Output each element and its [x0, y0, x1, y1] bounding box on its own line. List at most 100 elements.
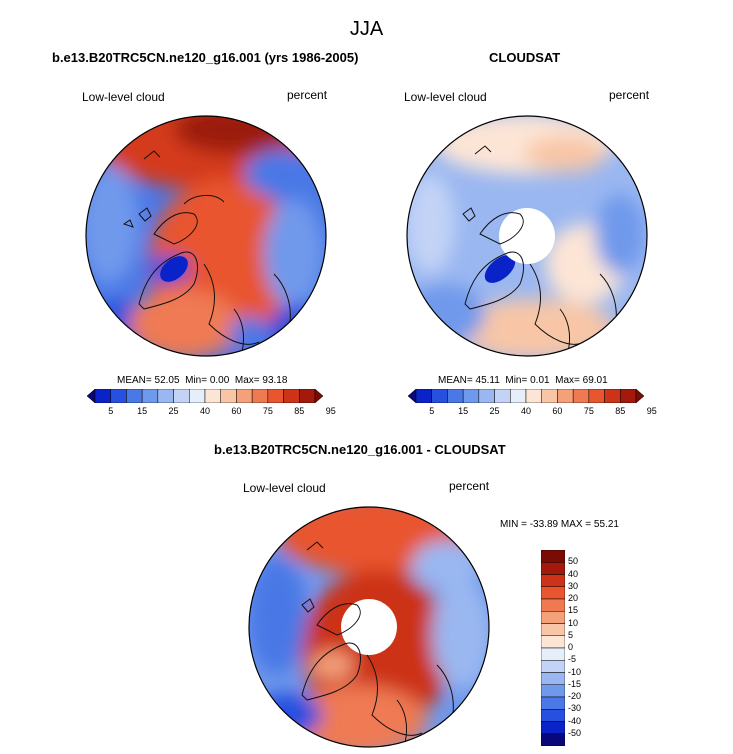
- colorbar-swatch-10: [557, 388, 574, 404]
- panel1-min-value: 0.00: [209, 375, 230, 386]
- colorbar-tick-label: 40: [520, 406, 531, 416]
- colorbar-swatch-4: [540, 598, 566, 612]
- panel2-colorbar-ticks: 5 15 25 40 60 75 85 95: [408, 406, 657, 418]
- colorbar-tick-label: -40: [568, 715, 582, 726]
- colorbar-swatch-0: [540, 549, 566, 563]
- colorbar-swatch-0: [86, 388, 96, 404]
- colorbar-tick-label: 40: [199, 406, 210, 416]
- panel1-stats: MEAN= 52.05 Min= 0.00 Max= 93.18: [117, 375, 287, 386]
- panel1-variable-label: Low-level cloud: [82, 90, 165, 104]
- colorbar-swatch-12: [267, 388, 284, 404]
- colorbar-swatch-8: [525, 388, 542, 404]
- colorbar-tick-label: 0: [568, 642, 574, 652]
- colorbar-swatch-10: [540, 672, 566, 685]
- panel2-max-value: 69.01: [582, 375, 608, 386]
- colorbar-tick-label: -5: [568, 654, 577, 665]
- colorbar-tick-label: 10: [568, 617, 579, 628]
- colorbar-tick-label: 5: [568, 629, 574, 640]
- colorbar-swatch-9: [541, 388, 558, 404]
- colorbar-swatch-12: [588, 388, 605, 404]
- colorbar-swatch-2: [110, 388, 127, 404]
- panel1-polar-map: [85, 115, 327, 357]
- colorbar-swatch-14: [540, 721, 566, 734]
- colorbar-swatch-13: [283, 388, 300, 404]
- colorbar-swatch-7: [189, 388, 206, 404]
- panel2-min-label: Min=: [505, 375, 528, 386]
- colorbar-swatch-6: [494, 388, 511, 404]
- colorbar-tick-label: 85: [294, 406, 305, 416]
- colorbar-tick-label: 95: [646, 406, 657, 416]
- panel2-title: CLOUDSAT: [489, 50, 561, 65]
- colorbar-tick-label: 15: [568, 605, 579, 616]
- colorbar-tick-label: 75: [583, 406, 594, 416]
- colorbar-swatch-5: [540, 611, 566, 624]
- colorbar-swatch-15: [540, 733, 566, 747]
- colorbar-swatch-0: [407, 388, 417, 404]
- panel1-title: b.e13.B20TRC5CN.ne120_g16.001 (yrs 1986-…: [52, 50, 359, 65]
- colorbar-tick-label: 50: [568, 556, 579, 567]
- colorbar-swatch-14: [620, 388, 637, 404]
- panel2-max-label: Max=: [555, 375, 580, 386]
- colorbar-tick-label: 30: [568, 580, 579, 591]
- panel1-colorbar: [86, 388, 324, 404]
- colorbar-swatch-4: [462, 388, 480, 404]
- panel2-mean-value: 45.11: [475, 375, 500, 386]
- panel3-title: b.e13.B20TRC5CN.ne120_g16.001 - CLOUDSAT: [214, 442, 506, 457]
- panel1-min-label: Min=: [185, 375, 208, 386]
- colorbar-swatch-9: [220, 388, 237, 404]
- colorbar-tick-label: -10: [568, 666, 582, 677]
- colorbar-tick-label: 95: [325, 406, 336, 416]
- colorbar-swatch-5: [157, 388, 174, 404]
- colorbar-swatch-1: [94, 388, 111, 404]
- colorbar-swatch-6: [540, 623, 566, 636]
- colorbar-tick-label: 20: [568, 593, 579, 603]
- colorbar-swatch-13: [540, 709, 566, 722]
- panel3-colorbar-ticks: 50 40 30 20 15 10 5 0 -5 -10 -15 -20 -30 -40 -50: [568, 550, 608, 746]
- panel1-mean-label: MEAN=: [117, 375, 152, 386]
- panel1-mean-value: 52.05: [154, 375, 180, 386]
- colorbar-tick-label: 75: [262, 406, 273, 416]
- colorbar-tick-label: 5: [108, 406, 114, 416]
- colorbar-tick-label: 60: [552, 406, 563, 416]
- colorbar-swatch-1: [540, 562, 566, 575]
- colorbar-swatch-3: [126, 388, 143, 404]
- panel1-units-label: percent: [287, 88, 328, 102]
- colorbar-tick-label: 25: [489, 406, 500, 416]
- colorbar-swatch-13: [604, 388, 621, 404]
- panel2-mean-label: MEAN=: [438, 375, 473, 386]
- colorbar-swatch-5: [478, 388, 495, 404]
- colorbar-swatch-6: [173, 388, 190, 404]
- colorbar-swatch-2: [540, 574, 566, 587]
- colorbar-swatch-1: [415, 388, 432, 404]
- colorbar-tick-label: 85: [615, 406, 626, 416]
- panel1-max-value: 93.18: [262, 375, 288, 386]
- colorbar-swatch-11: [251, 388, 269, 404]
- colorbar-tick-label: 40: [568, 568, 579, 579]
- panel3-variable-label: Low-level cloud: [243, 481, 326, 495]
- panel2-variable-label: Low-level cloud: [404, 90, 487, 104]
- panel3-units-label: percent: [449, 479, 490, 493]
- panel2-stats: MEAN= 45.11 Min= 0.01 Max= 69.01: [438, 375, 608, 386]
- colorbar-swatch-7: [540, 635, 566, 649]
- colorbar-tick-label: 25: [168, 406, 179, 416]
- colorbar-tick-label: -50: [568, 727, 582, 738]
- panel2-units-label: percent: [609, 88, 650, 102]
- panel2-polar-map: [406, 115, 648, 357]
- colorbar-tick-label: 5: [429, 406, 435, 416]
- colorbar-tick-label: 15: [137, 406, 148, 416]
- colorbar-tick-label: 15: [458, 406, 469, 416]
- panel3-stats: MIN = -33.89 MAX = 55.21: [500, 519, 619, 530]
- colorbar-swatch-10: [236, 388, 253, 404]
- colorbar-swatch-8: [204, 388, 221, 404]
- panel3-polar-map: [248, 506, 490, 748]
- colorbar-tick-label: -15: [568, 678, 582, 689]
- colorbar-swatch-14: [299, 388, 316, 404]
- panel2-colorbar: [407, 388, 645, 404]
- colorbar-swatch-7: [510, 388, 527, 404]
- colorbar-swatch-8: [540, 647, 566, 661]
- colorbar-swatch-15: [635, 388, 645, 404]
- colorbar-swatch-3: [540, 586, 566, 600]
- colorbar-swatch-11: [540, 684, 566, 698]
- colorbar-tick-label: 60: [231, 406, 242, 416]
- figure-title: JJA: [349, 18, 384, 40]
